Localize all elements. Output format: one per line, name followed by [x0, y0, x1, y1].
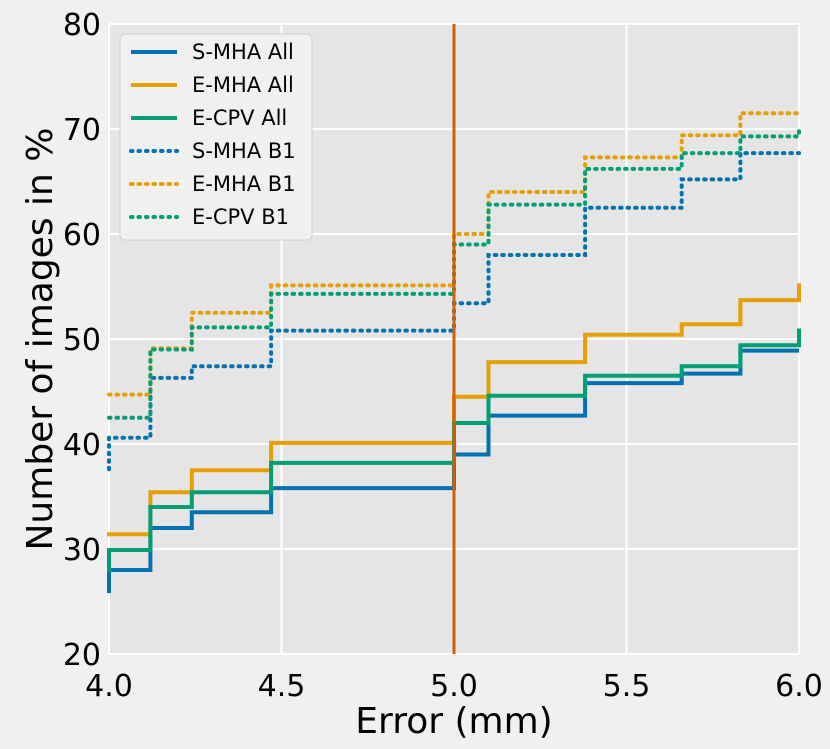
legend-label: E-CPV B1 [192, 205, 289, 229]
legend-label: S-MHA B1 [192, 139, 296, 163]
series-line-e-cpv-all [107, 328, 801, 573]
series-line-e-cpv-b1 [107, 127, 801, 420]
legend-label: S-MHA All [192, 40, 294, 64]
x-axis-label: Error (mm) [355, 701, 552, 742]
x-tick-labels: 4.0 4.5 5.0 5.5 6.0 [85, 669, 823, 704]
series-line-e-mha-all [107, 283, 801, 537]
y-tick-label: 60 [63, 218, 101, 253]
legend-label: E-MHA B1 [192, 172, 296, 196]
y-axis-label: Number of images in % [20, 128, 61, 551]
x-tick-label: 5.5 [603, 669, 651, 704]
x-tick-label: 4.5 [258, 669, 306, 704]
x-tick-label: 6.0 [775, 669, 823, 704]
legend-label: E-MHA All [192, 73, 294, 97]
x-tick-label: 4.0 [85, 669, 133, 704]
y-tick-label: 80 [63, 8, 101, 43]
x-tick-label: 5.0 [430, 669, 478, 704]
y-tick-label: 30 [63, 533, 101, 568]
legend-label: E-CPV All [192, 106, 287, 130]
y-tick-labels: 20 30 40 50 60 70 80 [63, 8, 101, 673]
y-tick-label: 40 [63, 428, 101, 463]
y-tick-label: 70 [63, 113, 101, 148]
y-tick-label: 20 [63, 638, 101, 673]
y-tick-label: 50 [63, 323, 101, 358]
legend: S-MHA All E-MHA All E-CPV All S-MHA B1 E-MHA… [119, 33, 313, 241]
